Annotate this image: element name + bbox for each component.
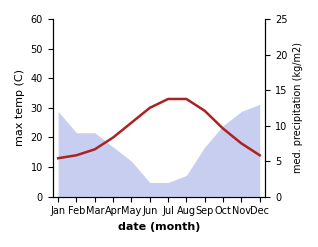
- X-axis label: date (month): date (month): [118, 222, 200, 232]
- Y-axis label: max temp (C): max temp (C): [15, 69, 25, 146]
- Y-axis label: med. precipitation (kg/m2): med. precipitation (kg/m2): [293, 42, 303, 173]
